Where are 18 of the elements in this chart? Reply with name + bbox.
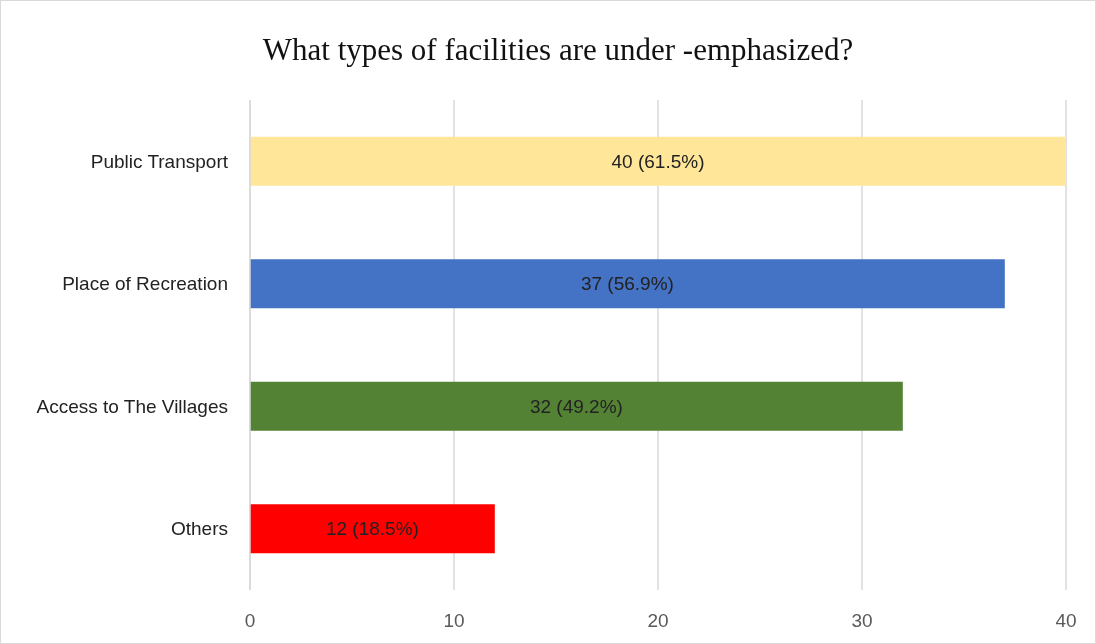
bar: [250, 259, 1005, 309]
x-tick-label: 30: [851, 610, 873, 631]
y-tick-label: Others: [170, 518, 228, 540]
y-tick-label: Public Transport: [90, 150, 229, 172]
x-tick-label: 40: [1055, 610, 1077, 631]
y-tick-label: Access to The Villages: [36, 395, 228, 417]
x-tick-label: 0: [244, 610, 256, 631]
y-tick-label: Place of Recreation: [62, 273, 228, 295]
bar: [250, 136, 1066, 186]
x-tick-label: 20: [647, 610, 669, 631]
chart-title: What types of facilities are under -emphasized?: [262, 32, 854, 67]
data-label: 32 (49.2%): [529, 395, 623, 417]
bar: [250, 504, 495, 554]
x-tick-label: 10: [443, 610, 465, 631]
data-label: 37 (56.9%): [580, 273, 674, 295]
data-label: 40 (61.5%): [611, 150, 705, 172]
bar: [250, 381, 903, 431]
data-label: 12 (18.5%): [325, 518, 419, 540]
